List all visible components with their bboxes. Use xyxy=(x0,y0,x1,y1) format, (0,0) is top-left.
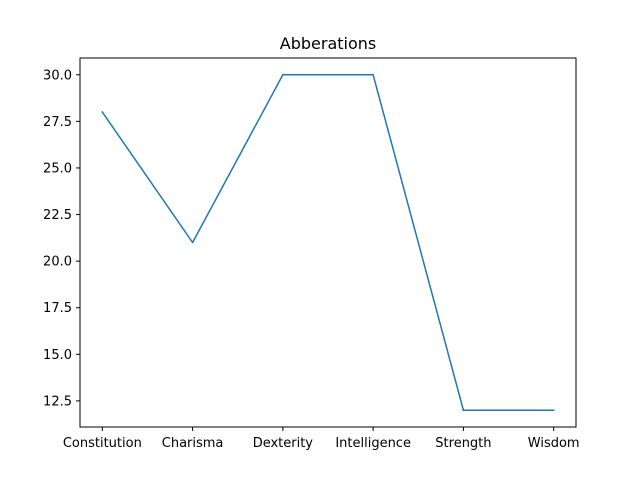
series-line xyxy=(101,74,555,411)
x-tick-label: Intelligence xyxy=(335,436,411,451)
y-tick-label: 22.5 xyxy=(43,208,72,223)
y-tick-label: 17.5 xyxy=(43,301,72,316)
y-tick-label: 15.0 xyxy=(43,348,72,363)
data-point xyxy=(462,409,465,412)
data-point xyxy=(191,241,194,244)
x-tick-label: Charisma xyxy=(162,436,224,451)
data-point xyxy=(282,73,284,76)
y-tick-label: 25.0 xyxy=(43,161,72,176)
y-tick-label: 30.0 xyxy=(43,68,72,83)
x-tick-label: Strength xyxy=(435,436,491,451)
data-point xyxy=(372,73,374,76)
y-tick-label: 20.0 xyxy=(43,255,72,270)
x-tick-label: Wisdom xyxy=(528,436,580,451)
y-tick-label: 12.5 xyxy=(43,394,72,409)
chart-title: Abberations xyxy=(280,34,376,53)
data-point xyxy=(552,409,555,412)
x-axis: Constitution Charisma Dexterity Intelligenc… xyxy=(63,427,580,451)
x-tick-label: Constitution xyxy=(63,436,142,451)
series-layer xyxy=(101,73,555,412)
x-tick-label: Dexterity xyxy=(253,436,314,451)
y-tick-label: 27.5 xyxy=(43,115,72,130)
plot-frame xyxy=(79,57,577,428)
y-axis: 12.5 15.0 17.5 20.0 22.5 25.0 27.5 30.0 xyxy=(43,68,80,409)
plot-area xyxy=(80,58,576,427)
data-point xyxy=(101,111,104,113)
